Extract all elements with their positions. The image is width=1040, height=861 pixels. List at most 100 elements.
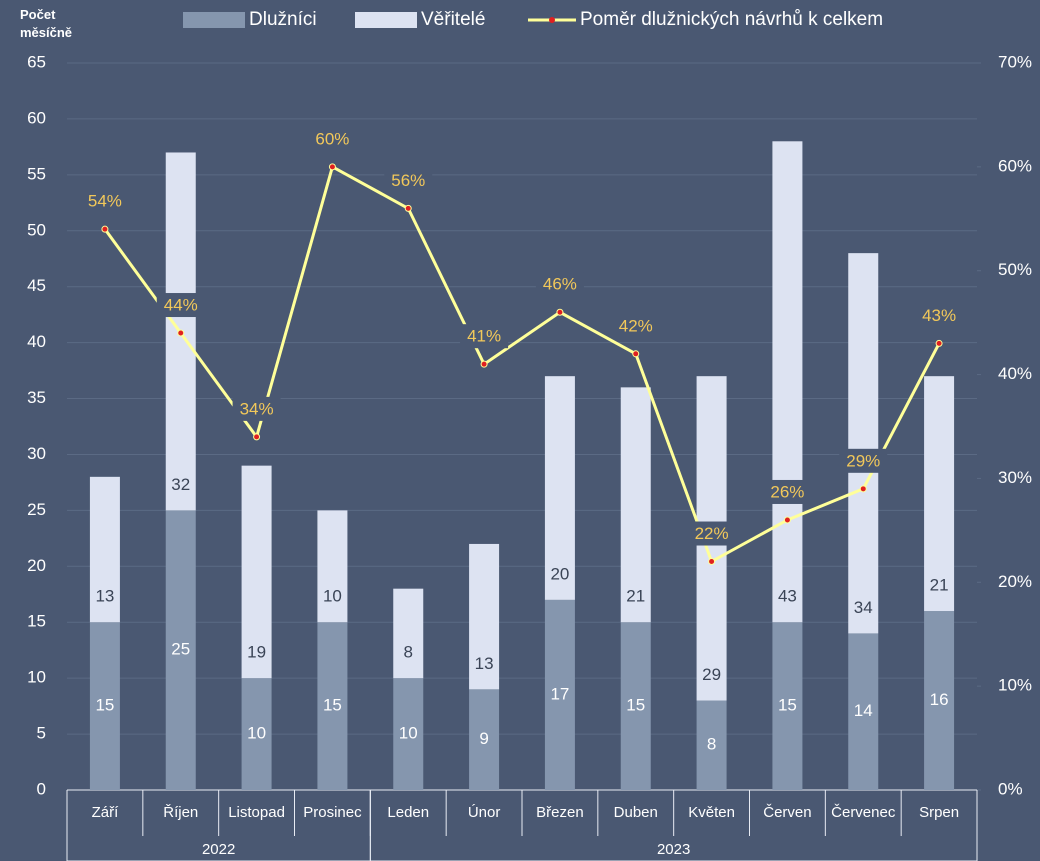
y-tick-label: 30 (27, 444, 46, 463)
data-label: 8 (404, 643, 413, 662)
ratio-marker (404, 204, 412, 212)
data-label-bg (384, 168, 433, 193)
bar-segment (317, 510, 348, 623)
ratio-marker (328, 163, 336, 171)
data-label: 10 (399, 724, 418, 743)
legend-swatch (183, 12, 245, 28)
x-tick-label: Září (92, 804, 120, 821)
y2-tick-label: 10% (998, 676, 1032, 695)
data-label: 21 (626, 587, 645, 606)
data-label: 10 (323, 587, 342, 606)
y-tick-label: 65 (27, 52, 46, 71)
data-label-bg (460, 324, 509, 349)
bar-segment (393, 678, 424, 790)
x-tick-label: Leden (387, 804, 429, 821)
x-tick-label: Listopad (228, 804, 285, 821)
x-tick-label: Červen (763, 804, 811, 821)
y-tick-label: 35 (27, 388, 46, 407)
data-label: 9 (479, 729, 488, 748)
bar-segment (241, 678, 272, 790)
data-label: 20 (550, 564, 569, 583)
data-label-bg (80, 189, 129, 214)
x-tick-label: Prosinec (303, 804, 362, 821)
data-label: 17 (550, 684, 569, 703)
data-label: 15 (323, 696, 342, 715)
bar-segment (924, 611, 955, 790)
x-tick-label: Únor (468, 804, 501, 821)
data-label-bg (611, 313, 660, 338)
data-label-bg (156, 293, 205, 318)
data-label-bg (839, 448, 888, 473)
x-tick-label: Srpen (919, 804, 959, 821)
y-tick-label: 0 (37, 779, 46, 798)
ratio-label: 26% (770, 482, 804, 501)
bar-segment (772, 141, 803, 623)
y-tick-label: 20 (27, 556, 46, 575)
data-label: 29 (702, 665, 721, 684)
ratio-marker (480, 360, 488, 368)
ratio-label: 60% (315, 129, 349, 148)
data-label: 15 (626, 696, 645, 715)
data-label: 15 (778, 696, 797, 715)
ratio-label: 46% (543, 275, 577, 294)
data-label: 10 (247, 724, 266, 743)
ratio-marker (101, 225, 109, 233)
ratio-label: 42% (619, 316, 653, 335)
ratio-label: 43% (922, 306, 956, 325)
ratio-marker (859, 485, 867, 493)
y-tick-label: 25 (27, 500, 46, 519)
ratio-line (103, 164, 941, 564)
data-label: 25 (171, 640, 190, 659)
data-label: 14 (854, 701, 873, 720)
ratio-marker (708, 558, 716, 566)
y-tick-label: 50 (27, 220, 46, 239)
ratio-label: 44% (164, 296, 198, 315)
legend-label: Věřitelé (421, 9, 485, 30)
ratio-label: 56% (391, 171, 425, 190)
data-label-bg (535, 272, 584, 297)
data-label: 13 (475, 654, 494, 673)
ratio-label: 54% (88, 192, 122, 211)
y2-tick-label: 50% (998, 260, 1032, 279)
data-label: 16 (930, 690, 949, 709)
bar-segment (924, 376, 955, 612)
ratio-marker (177, 329, 185, 337)
bar-segment (393, 588, 424, 679)
ratio-label: 22% (695, 524, 729, 543)
ratio-marker (935, 339, 943, 347)
data-label-bg (232, 396, 281, 421)
bar-segment (89, 622, 120, 790)
y-tick-label: 55 (27, 164, 46, 183)
ratio-label: 41% (467, 327, 501, 346)
legend-label: Dlužníci (249, 9, 317, 30)
bar-segment (620, 622, 651, 790)
x-tick-label: Duben (614, 804, 658, 821)
legend-label: Poměr dlužnických návrhů k celkem (580, 9, 883, 30)
x-tick-label: Březen (536, 804, 584, 821)
y2-tick-label: 60% (998, 156, 1032, 175)
bar-segment (696, 700, 727, 790)
data-label-bg (687, 521, 736, 546)
bar-segment (241, 465, 272, 679)
y2-tick-label: 20% (998, 572, 1032, 591)
data-label-bg (763, 479, 812, 504)
ratio-marker (783, 516, 791, 524)
data-label: 15 (95, 696, 114, 715)
ratio-label: 34% (240, 399, 274, 418)
bar-segment (544, 376, 575, 600)
bar-segment (89, 476, 120, 623)
y2-tick-label: 30% (998, 468, 1032, 487)
bar-segment (469, 543, 500, 690)
x-tick-label: Červenec (831, 804, 896, 821)
data-label: 21 (930, 576, 949, 595)
x-tick-label: Květen (688, 804, 735, 821)
bar-segment (848, 633, 879, 790)
bar-segment (317, 622, 348, 790)
y-tick-label: 15 (27, 612, 46, 631)
data-label: 13 (95, 587, 114, 606)
group-label: 2022 (202, 841, 235, 858)
y-tick-label: 5 (37, 724, 46, 743)
ratio-marker (556, 308, 564, 316)
data-label: 19 (247, 643, 266, 662)
